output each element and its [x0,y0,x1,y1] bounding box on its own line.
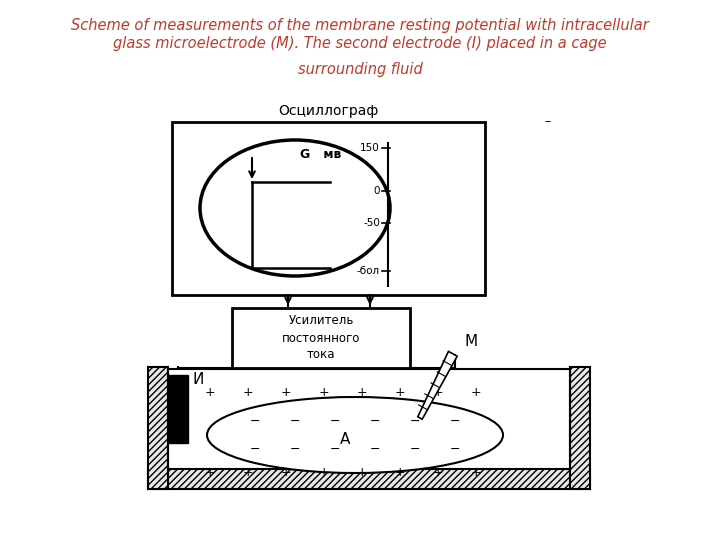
Text: Scheme of measurements of the membrane resting potential with intracellular: Scheme of measurements of the membrane r… [71,18,649,33]
Text: И: И [192,372,203,387]
Bar [232,308,410,368]
Text: −: − [410,442,420,456]
Text: -бол: -бол [357,266,380,276]
Text: −: − [250,415,260,428]
Text: −: − [250,442,260,456]
Bar [172,122,485,295]
Text: +: + [319,387,329,400]
Text: −: − [450,442,460,456]
Text: –: – [545,116,551,129]
Text: −: − [450,415,460,428]
Text: +: + [395,467,405,480]
Text: +: + [243,467,253,480]
Bar [570,367,590,489]
Text: +: + [243,387,253,400]
Bar [148,367,168,489]
Text: G   мв: G мв [300,148,341,161]
Text: −: − [330,442,341,456]
Text: Усилитель
постоянного
тока: Усилитель постоянного тока [282,314,360,361]
Text: +: + [356,467,367,480]
Text: surrounding fluid: surrounding fluid [297,62,423,77]
Bar [168,375,188,443]
Text: +: + [281,467,292,480]
Text: +: + [433,467,444,480]
Ellipse shape [207,397,503,473]
Text: +: + [471,467,481,480]
Text: А: А [340,433,350,448]
Text: −: − [289,442,300,456]
Text: +: + [204,387,215,400]
Text: +: + [204,467,215,480]
Polygon shape [418,352,457,419]
Text: +: + [433,387,444,400]
Text: −: − [370,442,380,456]
Text: +: + [356,387,367,400]
Text: М: М [465,334,478,349]
Ellipse shape [200,140,390,276]
Text: −: − [410,415,420,428]
Text: +: + [471,387,481,400]
Bar [148,469,590,489]
Text: −: − [289,415,300,428]
Text: −: − [370,415,380,428]
Text: 150: 150 [360,143,380,153]
Text: -50: -50 [363,218,380,228]
Text: +: + [319,467,329,480]
Text: glass microelectrode (M). The second electrode (I) placed in a cage: glass microelectrode (M). The second ele… [113,36,607,51]
Text: 0: 0 [374,186,380,196]
Text: +: + [395,387,405,400]
Text: −: − [330,415,341,428]
Text: +: + [281,387,292,400]
Text: Осциллограф: Осциллограф [279,104,379,118]
